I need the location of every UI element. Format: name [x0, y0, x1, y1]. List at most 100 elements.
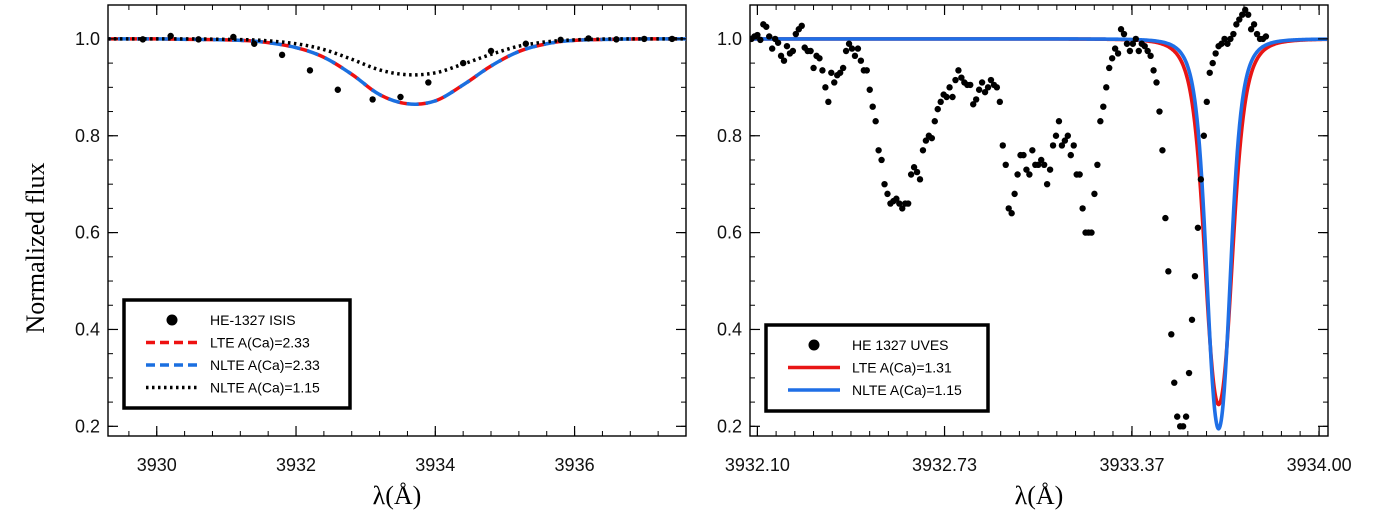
- data-point: [306, 67, 314, 74]
- y-tick-label: 0.6: [717, 223, 742, 243]
- data-point: [1275, 0, 1281, 3]
- data-point: [585, 35, 592, 42]
- legend: HE-1327 ISIS LTE A(Ca)=2.33 NLTE A(Ca)=2.3…: [122, 298, 352, 410]
- data-point: [613, 36, 620, 43]
- data-point: [893, 195, 900, 202]
- x-tick-label: 3934.00: [1287, 455, 1352, 475]
- data-point: [1079, 205, 1086, 212]
- data-point: [975, 86, 983, 93]
- x-tick-label: 3932.10: [725, 455, 790, 475]
- data-point: [1011, 190, 1018, 198]
- data-point: [1179, 423, 1187, 430]
- data-point: [922, 137, 930, 144]
- data-point: [851, 52, 859, 60]
- data-point: [1191, 272, 1199, 280]
- x-axis-label: λ(Å): [373, 481, 422, 510]
- legend-marker: [166, 314, 178, 326]
- data-point: [916, 176, 924, 183]
- data-point: [863, 67, 870, 74]
- data-point: [1029, 147, 1036, 154]
- data-point: [1295, 0, 1301, 3]
- data-point: [807, 47, 814, 55]
- data-point: [946, 84, 953, 91]
- y-tick-label: 0.4: [75, 319, 100, 339]
- data-point: [1123, 40, 1131, 47]
- data-point: [1212, 50, 1219, 57]
- data-point: [1319, 0, 1325, 3]
- data-point: [907, 171, 915, 178]
- data-point: [978, 79, 986, 86]
- data-point: [996, 98, 1004, 106]
- data-point: [792, 30, 800, 38]
- right-panel: 0.2 0.4 0.6 0.8 1.0 3932.10 3932.73 3933.37 3934…: [717, 0, 1352, 510]
- data-point: [848, 45, 856, 52]
- data-point: [1153, 79, 1160, 86]
- data-point: [1026, 171, 1033, 178]
- data-point: [783, 42, 791, 50]
- data-point: [896, 200, 903, 207]
- data-point: [1171, 379, 1178, 386]
- plot-frame: [107, 4, 687, 437]
- data-point: [825, 98, 832, 106]
- data-point: [1185, 369, 1193, 377]
- data-point: [955, 67, 962, 74]
- data-point: [875, 147, 882, 154]
- data-point: [952, 76, 959, 84]
- data-point: [1182, 413, 1190, 420]
- data-point: [195, 36, 202, 43]
- data-point: [1100, 103, 1107, 110]
- data-point: [1023, 166, 1030, 173]
- x-tick-label: 3936: [555, 455, 595, 475]
- data-point: [1067, 151, 1074, 159]
- data-point: [819, 67, 826, 74]
- data-point: [487, 47, 495, 55]
- data-point: [949, 93, 956, 101]
- data-point: [1174, 413, 1181, 420]
- data-point: [919, 147, 927, 154]
- legend-label: NLTE A(Ca)=1.15: [852, 382, 962, 398]
- data-point: [1269, 0, 1275, 3]
- data-point: [139, 36, 147, 43]
- data-point: [1049, 142, 1057, 149]
- data-point: [904, 200, 912, 207]
- legend-label: HE-1327 ISIS: [210, 312, 296, 328]
- data-point: [866, 86, 873, 93]
- plot-area: [750, 0, 1328, 431]
- data-point: [1289, 0, 1295, 3]
- x-tick-label: 3934: [415, 455, 455, 475]
- data-point: [1316, 0, 1322, 3]
- data-point: [1239, 11, 1246, 18]
- data-point: [766, 33, 773, 40]
- data-point: [1014, 171, 1021, 178]
- data-point: [668, 35, 676, 43]
- data-point: [777, 52, 785, 60]
- data-point: [981, 88, 989, 96]
- data-point: [1304, 0, 1310, 3]
- data-point: [1147, 52, 1154, 60]
- series-line: [108, 37, 686, 77]
- data-point: [1286, 0, 1292, 3]
- plot-frame: [749, 4, 1329, 437]
- data-point: [1076, 171, 1083, 178]
- data-point: [1052, 132, 1060, 139]
- data-point: [1197, 176, 1205, 183]
- data-point: [1144, 47, 1151, 55]
- y-tick-label: 0.2: [75, 416, 100, 436]
- data-point: [334, 86, 342, 93]
- data-point: [1266, 0, 1272, 3]
- data-point: [557, 36, 564, 44]
- x-tick-label: 3930: [137, 455, 177, 475]
- series-line: [108, 37, 686, 106]
- data-point: [1061, 137, 1069, 144]
- data-point: [1203, 98, 1210, 106]
- data-point: [1106, 64, 1113, 72]
- x-tick-label: 3933.37: [1099, 455, 1164, 475]
- data-point: [1108, 55, 1116, 62]
- data-point: [931, 118, 938, 125]
- legend-label: NLTE A(Ca)=2.33: [210, 357, 320, 373]
- x-axis-label: λ(Å): [1015, 481, 1064, 510]
- data-point: [763, 23, 770, 30]
- data-point: [828, 69, 835, 76]
- data-point: [1103, 84, 1110, 91]
